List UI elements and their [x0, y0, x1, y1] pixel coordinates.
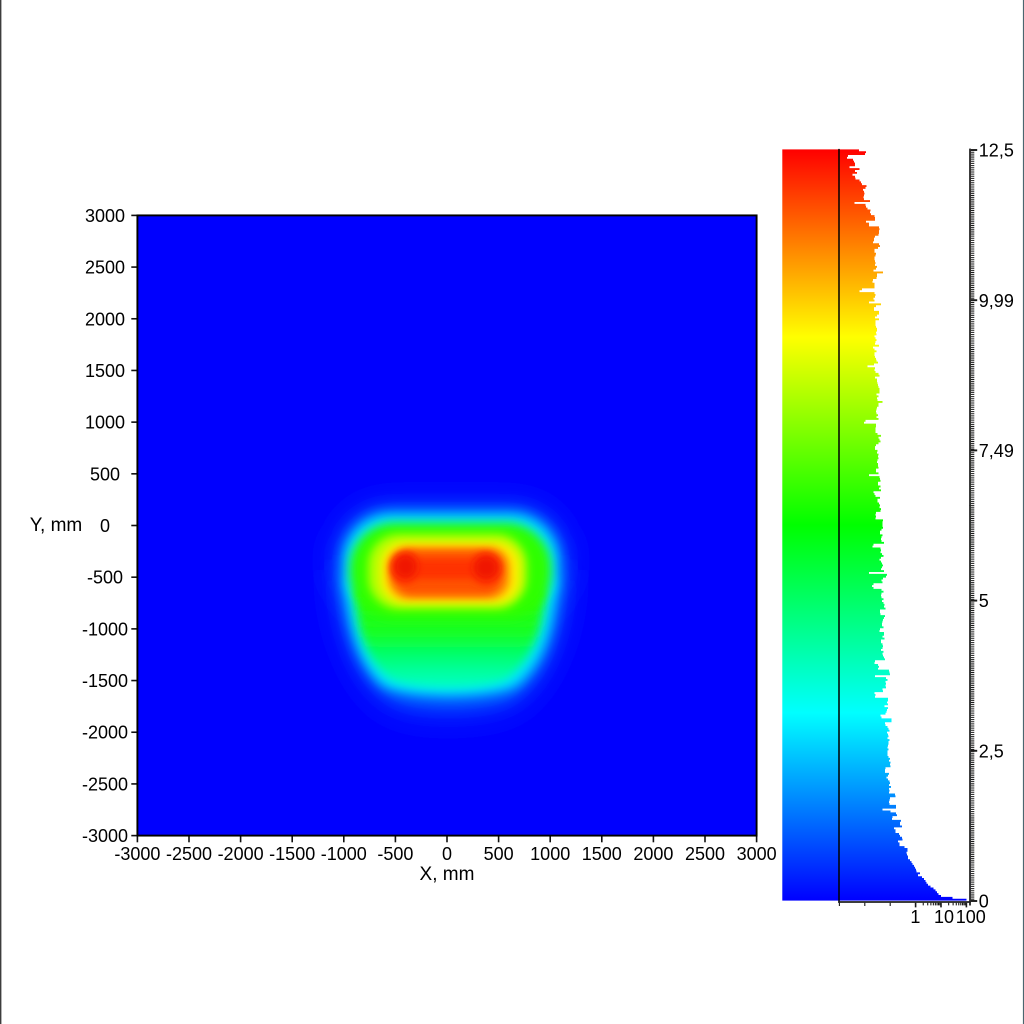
- svg-text:2500: 2500: [85, 258, 125, 278]
- svg-text:-1500: -1500: [82, 671, 128, 691]
- svg-text:-1500: -1500: [269, 844, 315, 864]
- svg-text:1: 1: [910, 907, 920, 927]
- svg-text:-500: -500: [377, 844, 413, 864]
- svg-text:-1000: -1000: [321, 844, 367, 864]
- svg-text:3000: 3000: [737, 844, 777, 864]
- svg-text:1500: 1500: [582, 844, 622, 864]
- svg-text:10: 10: [934, 907, 954, 927]
- svg-text:9,99: 9,99: [979, 291, 1014, 311]
- svg-text:1000: 1000: [85, 413, 125, 433]
- svg-text:-2000: -2000: [82, 723, 128, 743]
- svg-text:-2500: -2500: [166, 844, 212, 864]
- svg-text:1000: 1000: [530, 844, 570, 864]
- svg-text:100: 100: [956, 907, 986, 927]
- svg-text:0: 0: [100, 516, 110, 536]
- svg-text:-2000: -2000: [218, 844, 264, 864]
- svg-text:1500: 1500: [85, 361, 125, 381]
- svg-text:-3000: -3000: [82, 826, 128, 846]
- svg-text:Y, mm: Y, mm: [30, 515, 82, 536]
- svg-text:2,5: 2,5: [979, 741, 1004, 761]
- svg-text:X, mm: X, mm: [420, 864, 475, 885]
- svg-text:500: 500: [90, 464, 120, 484]
- svg-text:0: 0: [442, 844, 452, 864]
- svg-text:-2500: -2500: [82, 774, 128, 794]
- svg-text:7,49: 7,49: [979, 441, 1014, 461]
- svg-text:12,5: 12,5: [979, 141, 1014, 161]
- svg-text:-3000: -3000: [114, 844, 160, 864]
- svg-text:500: 500: [484, 844, 514, 864]
- svg-text:0: 0: [979, 892, 989, 912]
- svg-text:2000: 2000: [85, 309, 125, 329]
- svg-text:-500: -500: [87, 568, 123, 588]
- svg-text:-1000: -1000: [82, 619, 128, 639]
- svg-text:3000: 3000: [85, 206, 125, 226]
- svg-text:2000: 2000: [633, 844, 673, 864]
- svg-text:5: 5: [979, 591, 989, 611]
- svg-text:2500: 2500: [685, 844, 725, 864]
